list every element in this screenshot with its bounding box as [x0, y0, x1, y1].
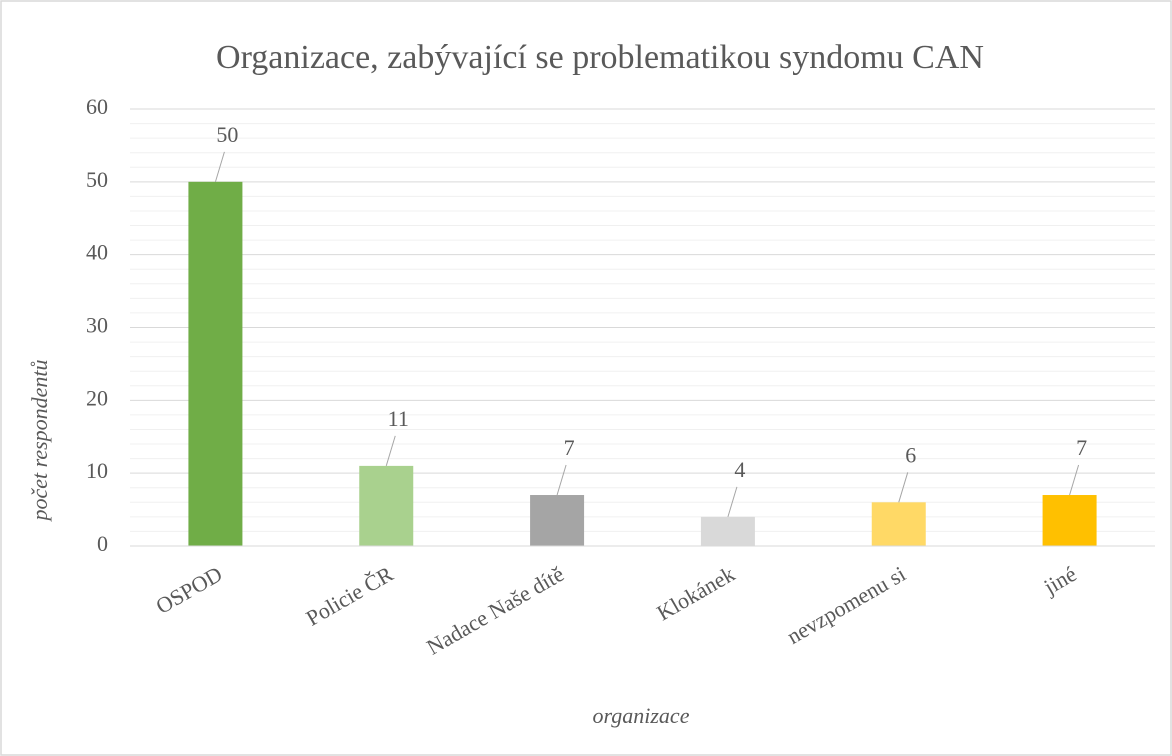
- bar: [1042, 495, 1097, 546]
- data-label: 50: [216, 122, 238, 147]
- leader-line: [214, 151, 225, 182]
- bar: [871, 502, 926, 546]
- data-label: 7: [1076, 435, 1087, 460]
- data-label: 7: [564, 435, 575, 460]
- y-tick-label: 60: [86, 94, 108, 119]
- y-tick-label: 30: [86, 313, 108, 338]
- chart-title: Organizace, zabývající se problematikou …: [216, 39, 984, 76]
- y-tick-label: 50: [86, 167, 108, 192]
- leader-line: [385, 435, 396, 467]
- y-axis-label: počet respondentů: [27, 359, 52, 522]
- y-tick-label: 0: [97, 531, 108, 556]
- x-axis-label: organizace: [593, 703, 690, 728]
- bar: [530, 495, 585, 546]
- leader-line: [898, 472, 909, 503]
- data-label: 11: [388, 406, 409, 431]
- bar: [188, 181, 243, 547]
- data-label: 4: [734, 457, 745, 482]
- data-label: 6: [905, 442, 916, 467]
- bar: [359, 465, 414, 546]
- leader-line: [727, 486, 738, 518]
- y-tick-label: 10: [86, 458, 108, 483]
- bar: [700, 516, 755, 546]
- leader-line: [1069, 464, 1080, 496]
- leader-line: [556, 464, 567, 496]
- y-tick-label: 20: [86, 385, 108, 410]
- y-tick-label: 40: [86, 240, 108, 265]
